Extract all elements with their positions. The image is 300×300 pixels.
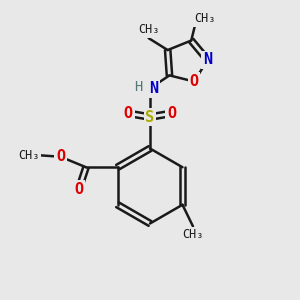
Text: CH₃: CH₃ — [194, 12, 216, 25]
Text: N: N — [203, 52, 212, 68]
Text: O: O — [124, 106, 133, 121]
Text: CH₃: CH₃ — [182, 228, 204, 241]
Text: O: O — [74, 182, 83, 197]
Text: O: O — [56, 149, 65, 164]
Text: H: H — [134, 80, 143, 94]
Text: O: O — [190, 74, 199, 89]
Text: CH₃: CH₃ — [19, 149, 40, 162]
Text: N: N — [149, 81, 158, 96]
Text: S: S — [146, 110, 154, 124]
Text: O: O — [167, 106, 176, 121]
Text: CH₃: CH₃ — [138, 23, 159, 36]
